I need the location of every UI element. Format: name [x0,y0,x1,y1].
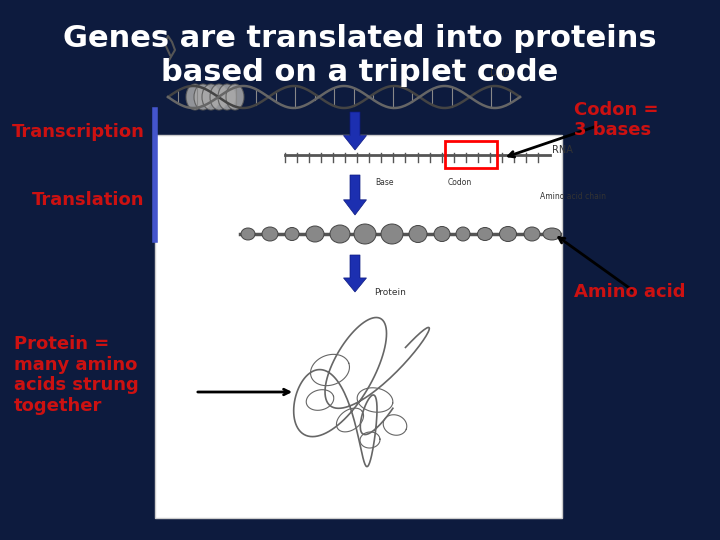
Text: Codon: Codon [448,178,472,187]
Ellipse shape [543,228,561,240]
Ellipse shape [262,227,278,241]
Text: Transcription: Transcription [12,123,145,141]
Ellipse shape [330,225,350,243]
Ellipse shape [434,226,450,241]
Ellipse shape [409,226,427,242]
Text: Base: Base [376,178,395,187]
Ellipse shape [241,228,255,240]
Ellipse shape [285,227,299,240]
Text: Translation: Translation [32,191,145,209]
Ellipse shape [186,84,204,110]
Ellipse shape [202,84,220,110]
Text: Amino acid: Amino acid [574,283,685,301]
Ellipse shape [456,227,470,241]
Ellipse shape [524,227,540,241]
Ellipse shape [194,84,212,110]
Text: DNA: DNA [490,68,512,78]
Bar [155,135,562,518]
Bar [445,141,497,168]
Ellipse shape [477,227,492,240]
Text: Protein =
many amino
acids strung
together: Protein = many amino acids strung togeth… [14,335,139,415]
Ellipse shape [381,224,403,244]
Text: Protein: Protein [374,288,406,297]
Text: Codon =
3 bases: Codon = 3 bases [574,100,658,139]
FancyArrow shape [343,112,366,150]
Text: Amino acid chain: Amino acid chain [540,192,606,201]
Ellipse shape [210,84,228,110]
Ellipse shape [354,224,376,244]
FancyArrow shape [343,255,366,292]
Text: RNA: RNA [552,145,573,155]
FancyArrow shape [343,175,366,215]
Ellipse shape [500,226,516,241]
Ellipse shape [226,84,244,110]
Text: Genes are translated into proteins
based on a triplet code: Genes are translated into proteins based… [63,24,657,87]
Ellipse shape [218,84,236,110]
Ellipse shape [306,226,324,242]
